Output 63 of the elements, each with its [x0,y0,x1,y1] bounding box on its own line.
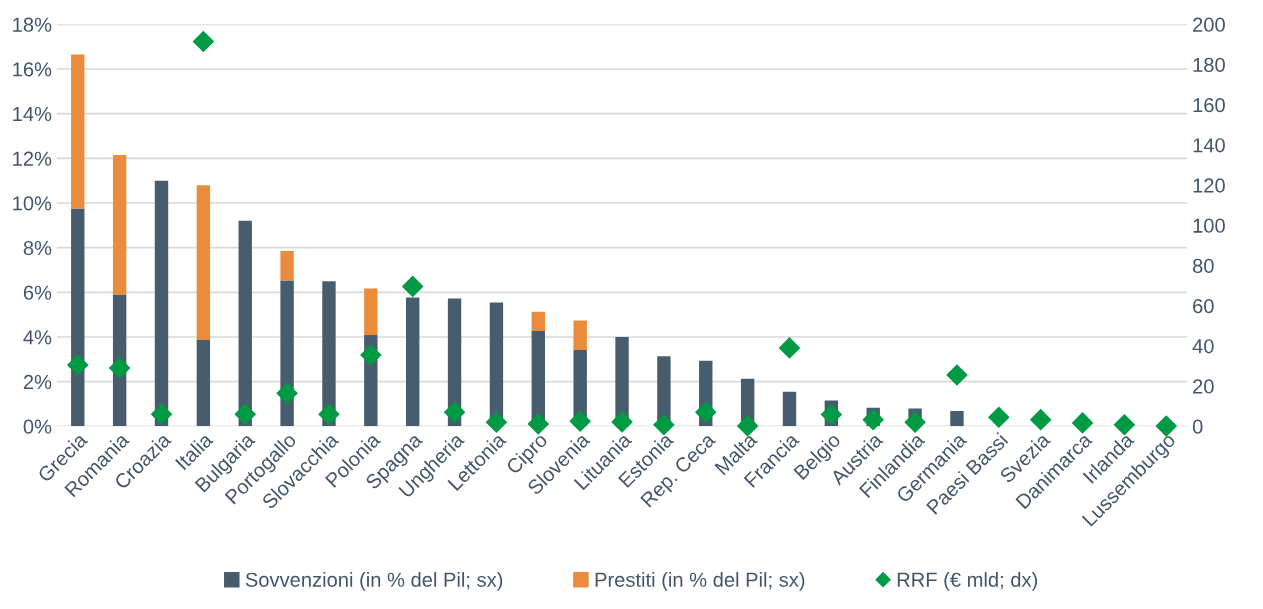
point [569,410,591,432]
y2-tick-label: 180 [1193,57,1225,73]
y-tick-label: 18% [13,17,52,32]
legend-label: RRF (€ mld; dx) [897,572,1038,591]
y-tick-label: 4% [23,330,52,345]
point [653,414,675,436]
y-tick-label: 14% [13,107,52,122]
bar [71,54,85,209]
y2-tick-label: 140 [1193,138,1225,153]
point [402,275,424,297]
point [695,401,717,423]
y-tick-label: 16% [13,62,52,77]
point [527,413,549,435]
point [611,411,633,433]
y-tick-label: 6% [23,285,52,300]
point [192,30,214,52]
y2-tick-label: 120 [1193,178,1225,193]
bar [112,154,127,295]
bar [196,185,211,341]
y2-tick-label: 40 [1192,339,1214,354]
bar [950,411,964,427]
y2-tick-label: 80 [1192,258,1214,274]
y2-tick-label: 200 [1193,17,1225,32]
point [234,403,256,425]
point [444,401,466,423]
y-tick-label: 0% [23,419,52,434]
point [988,406,1010,428]
y2-tick-label: 60 [1193,298,1214,314]
y-tick-label: 2% [23,374,52,390]
point [276,382,298,404]
point [904,411,926,433]
bar [573,320,587,350]
point [150,403,173,425]
legend-label: Prestiti (in % del Pil; sx) [595,572,805,591]
legend-label: Sovvenzioni (in % del Pil; sx) [245,572,503,591]
y2-tick-label: 160 [1193,97,1225,113]
bar [71,208,85,427]
point [778,337,801,359]
point [67,354,89,376]
bar [238,220,252,427]
y-tick-label: 10% [13,196,52,211]
y2-tick-label: 20 [1193,379,1214,394]
bar [531,311,545,331]
y-tick-label: 8% [23,240,52,256]
y2-tick-label: 0 [1192,419,1203,434]
point [1030,409,1052,431]
bar [154,180,169,427]
point [737,415,759,437]
bar [196,340,211,427]
point [109,357,131,379]
y-tick-label: 12% [13,151,52,166]
point [1155,415,1177,437]
point [1072,412,1094,434]
point [1113,414,1135,436]
point [946,364,968,386]
bar [782,391,797,427]
point [360,344,382,366]
bar [280,251,294,281]
point [318,403,340,425]
bar [406,297,420,427]
point [485,411,507,433]
bar [364,288,378,335]
y2-tick-label: 100 [1193,218,1225,233]
